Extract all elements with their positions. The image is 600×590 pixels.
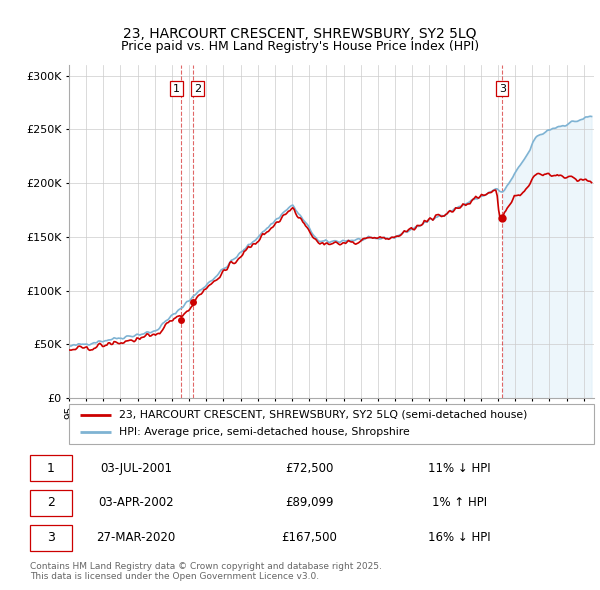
Text: 16% ↓ HPI: 16% ↓ HPI: [428, 532, 491, 545]
Text: 03-JUL-2001: 03-JUL-2001: [100, 461, 172, 474]
Text: 2: 2: [47, 496, 55, 510]
FancyBboxPatch shape: [30, 490, 72, 516]
Text: £167,500: £167,500: [281, 532, 337, 545]
Text: £89,099: £89,099: [285, 496, 333, 510]
FancyBboxPatch shape: [30, 455, 72, 481]
Text: 1: 1: [47, 461, 55, 474]
Text: HPI: Average price, semi-detached house, Shropshire: HPI: Average price, semi-detached house,…: [119, 427, 410, 437]
Text: 3: 3: [499, 84, 506, 94]
Text: Price paid vs. HM Land Registry's House Price Index (HPI): Price paid vs. HM Land Registry's House …: [121, 40, 479, 53]
Text: 1: 1: [173, 84, 180, 94]
Text: 2: 2: [194, 84, 201, 94]
Text: 1% ↑ HPI: 1% ↑ HPI: [432, 496, 487, 510]
Text: Contains HM Land Registry data © Crown copyright and database right 2025.
This d: Contains HM Land Registry data © Crown c…: [30, 562, 382, 581]
FancyBboxPatch shape: [69, 404, 594, 444]
Text: £72,500: £72,500: [285, 461, 333, 474]
Text: 11% ↓ HPI: 11% ↓ HPI: [428, 461, 491, 474]
Text: 03-APR-2002: 03-APR-2002: [98, 496, 174, 510]
Text: 23, HARCOURT CRESCENT, SHREWSBURY, SY2 5LQ (semi-detached house): 23, HARCOURT CRESCENT, SHREWSBURY, SY2 5…: [119, 410, 527, 420]
Text: 27-MAR-2020: 27-MAR-2020: [97, 532, 176, 545]
Text: 23, HARCOURT CRESCENT, SHREWSBURY, SY2 5LQ: 23, HARCOURT CRESCENT, SHREWSBURY, SY2 5…: [123, 27, 477, 41]
Text: 3: 3: [47, 532, 55, 545]
FancyBboxPatch shape: [30, 525, 72, 551]
